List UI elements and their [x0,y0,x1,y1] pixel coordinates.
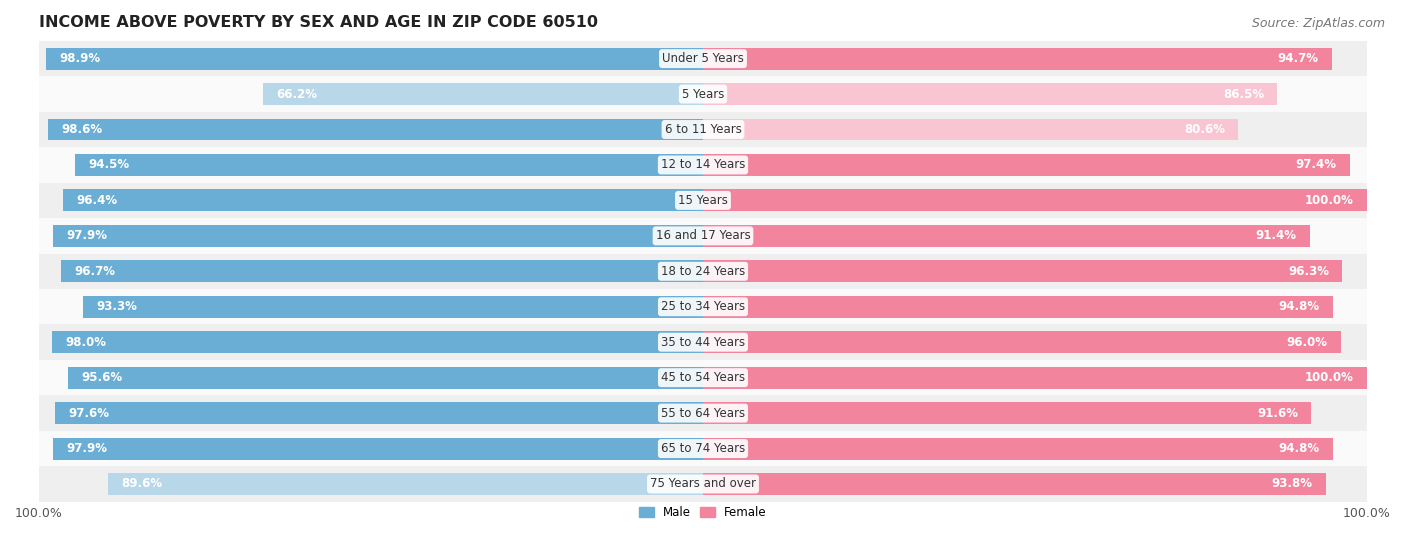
Text: Source: ZipAtlas.com: Source: ZipAtlas.com [1251,17,1385,30]
Bar [55,402,703,424]
Bar [39,218,1367,254]
Text: 96.7%: 96.7% [75,265,115,278]
Bar [703,190,1367,211]
Bar [108,473,703,495]
Text: 97.9%: 97.9% [66,442,107,455]
Bar [39,395,1367,431]
Bar [703,48,1331,70]
Bar [39,112,1367,147]
Bar [39,324,1367,360]
Bar [703,119,1239,140]
Text: 94.8%: 94.8% [1278,442,1319,455]
Bar [703,225,1310,247]
Bar [703,367,1367,389]
Text: 55 to 64 Years: 55 to 64 Years [661,406,745,420]
Text: 45 to 54 Years: 45 to 54 Years [661,371,745,384]
Text: 94.7%: 94.7% [1278,52,1319,65]
Bar [39,289,1367,324]
Text: 96.4%: 96.4% [76,194,117,207]
Text: 94.8%: 94.8% [1278,300,1319,313]
Text: 95.6%: 95.6% [82,371,122,384]
Text: 97.9%: 97.9% [66,229,107,243]
Bar [76,154,703,176]
Bar [703,296,1333,318]
Text: 98.6%: 98.6% [62,123,103,136]
Bar [703,473,1326,495]
Text: 18 to 24 Years: 18 to 24 Years [661,265,745,278]
Bar [60,260,703,282]
Bar [703,260,1343,282]
Bar [39,77,1367,112]
Text: 65 to 74 Years: 65 to 74 Years [661,442,745,455]
Bar [53,438,703,459]
Text: 80.6%: 80.6% [1184,123,1225,136]
Legend: Male, Female: Male, Female [634,501,772,523]
Bar [703,438,1333,459]
Bar [703,83,1278,105]
Text: 91.6%: 91.6% [1257,406,1298,420]
Text: 97.6%: 97.6% [67,406,110,420]
Bar [703,154,1350,176]
Text: 96.0%: 96.0% [1286,336,1327,349]
Bar [53,225,703,247]
Bar [39,431,1367,466]
Bar [263,83,703,105]
Text: 94.5%: 94.5% [89,158,129,172]
Bar [46,48,703,70]
Text: 66.2%: 66.2% [277,88,318,101]
Text: 16 and 17 Years: 16 and 17 Years [655,229,751,243]
Text: 93.3%: 93.3% [97,300,138,313]
Bar [703,402,1312,424]
Text: 91.4%: 91.4% [1256,229,1296,243]
Text: 15 Years: 15 Years [678,194,728,207]
Text: 89.6%: 89.6% [121,477,163,490]
Bar [83,296,703,318]
Text: 12 to 14 Years: 12 to 14 Years [661,158,745,172]
Text: 25 to 34 Years: 25 to 34 Years [661,300,745,313]
Bar [52,331,703,353]
Bar [63,190,703,211]
Bar [39,254,1367,289]
Bar [39,466,1367,502]
Bar [39,360,1367,395]
Bar [39,183,1367,218]
Text: 35 to 44 Years: 35 to 44 Years [661,336,745,349]
Bar [67,367,703,389]
Text: 93.8%: 93.8% [1271,477,1313,490]
Text: 100.0%: 100.0% [1305,194,1354,207]
Bar [48,119,703,140]
Text: 100.0%: 100.0% [1305,371,1354,384]
Text: 98.0%: 98.0% [66,336,107,349]
Text: 96.3%: 96.3% [1288,265,1329,278]
Text: INCOME ABOVE POVERTY BY SEX AND AGE IN ZIP CODE 60510: INCOME ABOVE POVERTY BY SEX AND AGE IN Z… [39,15,598,30]
Text: 86.5%: 86.5% [1223,88,1264,101]
Text: 5 Years: 5 Years [682,88,724,101]
Text: Under 5 Years: Under 5 Years [662,52,744,65]
Bar [39,147,1367,183]
Bar [39,41,1367,77]
Bar [703,331,1340,353]
Text: 6 to 11 Years: 6 to 11 Years [665,123,741,136]
Text: 97.4%: 97.4% [1295,158,1337,172]
Text: 75 Years and over: 75 Years and over [650,477,756,490]
Text: 98.9%: 98.9% [59,52,101,65]
